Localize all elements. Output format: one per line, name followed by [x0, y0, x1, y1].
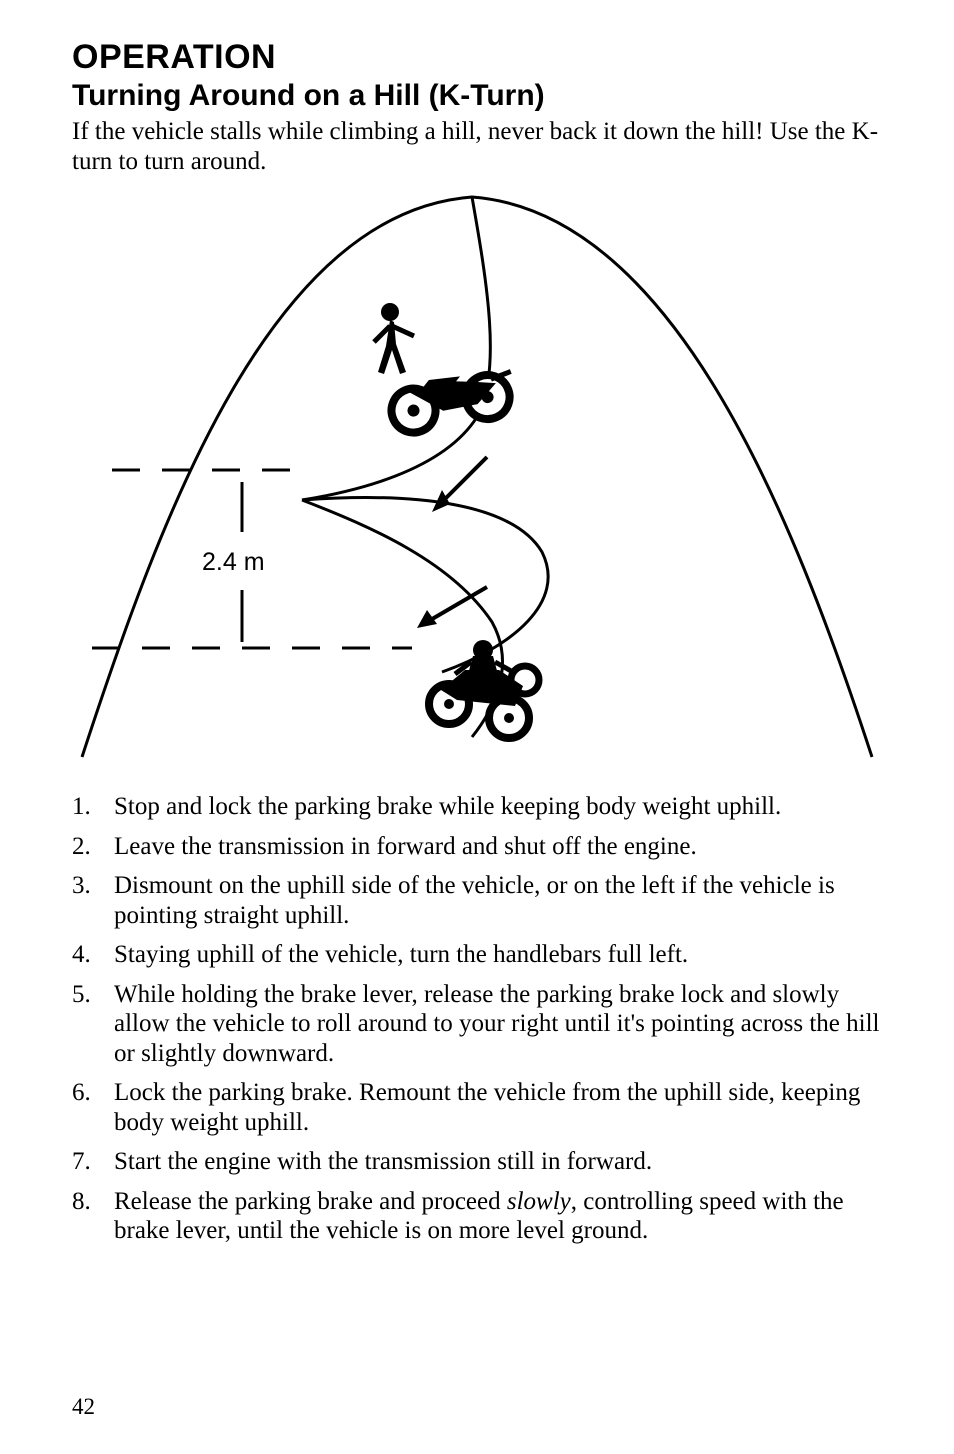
rider-figure	[374, 303, 414, 374]
step-number: 8.	[72, 1187, 114, 1246]
step-number: 5.	[72, 980, 114, 1069]
arrow-lower	[417, 587, 487, 628]
step-item: 4. Staying uphill of the vehicle, turn t…	[72, 940, 882, 970]
kturn-diagram: 2.4 m	[72, 182, 882, 762]
step-item: 5. While holding the brake lever, releas…	[72, 980, 882, 1069]
step-text: Release the parking brake and proceed sl…	[114, 1187, 882, 1246]
step-item: 8. Release the parking brake and proceed…	[72, 1187, 882, 1246]
step-text: Stop and lock the parking brake while ke…	[114, 792, 882, 822]
arrow-upper	[432, 457, 487, 512]
step-number: 2.	[72, 832, 114, 862]
step-number: 3.	[72, 871, 114, 930]
step-text: While holding the brake lever, release t…	[114, 980, 882, 1069]
step-number: 6.	[72, 1078, 114, 1137]
step-item: 1. Stop and lock the parking brake while…	[72, 792, 882, 822]
step-text: Lock the parking brake. Remount the vehi…	[114, 1078, 882, 1137]
intro-paragraph: If the vehicle stalls while climbing a h…	[72, 117, 882, 176]
page-number: 42	[72, 1394, 95, 1420]
subsection-title: Turning Around on a Hill (K-Turn)	[72, 79, 882, 113]
step-text: Dismount on the uphill side of the vehic…	[114, 871, 882, 930]
step-item: 7. Start the engine with the transmissio…	[72, 1147, 882, 1177]
step-number: 7.	[72, 1147, 114, 1177]
steps-list: 1. Stop and lock the parking brake while…	[72, 792, 882, 1246]
step-text: Start the engine with the transmission s…	[114, 1147, 882, 1177]
step-number: 1.	[72, 792, 114, 822]
section-title: OPERATION	[72, 38, 882, 77]
atv-bottom	[429, 640, 539, 738]
path-lower-top	[302, 498, 548, 672]
step-text: Staying uphill of the vehicle, turn the …	[114, 940, 882, 970]
dimension-label: 2.4 m	[202, 548, 265, 576]
step-item: 2. Leave the transmission in forward and…	[72, 832, 882, 862]
step-number: 4.	[72, 940, 114, 970]
step-item: 3. Dismount on the uphill side of the ve…	[72, 871, 882, 930]
step-item: 6. Lock the parking brake. Remount the v…	[72, 1078, 882, 1137]
step-text: Leave the transmission in forward and sh…	[114, 832, 882, 862]
